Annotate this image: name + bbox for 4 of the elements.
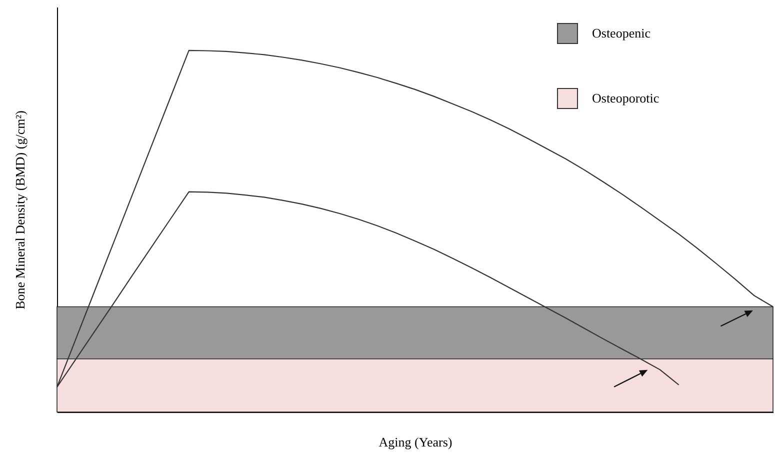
legend-label: Osteoporotic bbox=[592, 90, 660, 106]
x-axis-title: Aging (Years) bbox=[378, 434, 452, 450]
y-axis-title: Bone Mineral Density (BMD) (g/cm²) bbox=[12, 110, 28, 310]
legend-label: Osteopenic bbox=[592, 26, 651, 40]
